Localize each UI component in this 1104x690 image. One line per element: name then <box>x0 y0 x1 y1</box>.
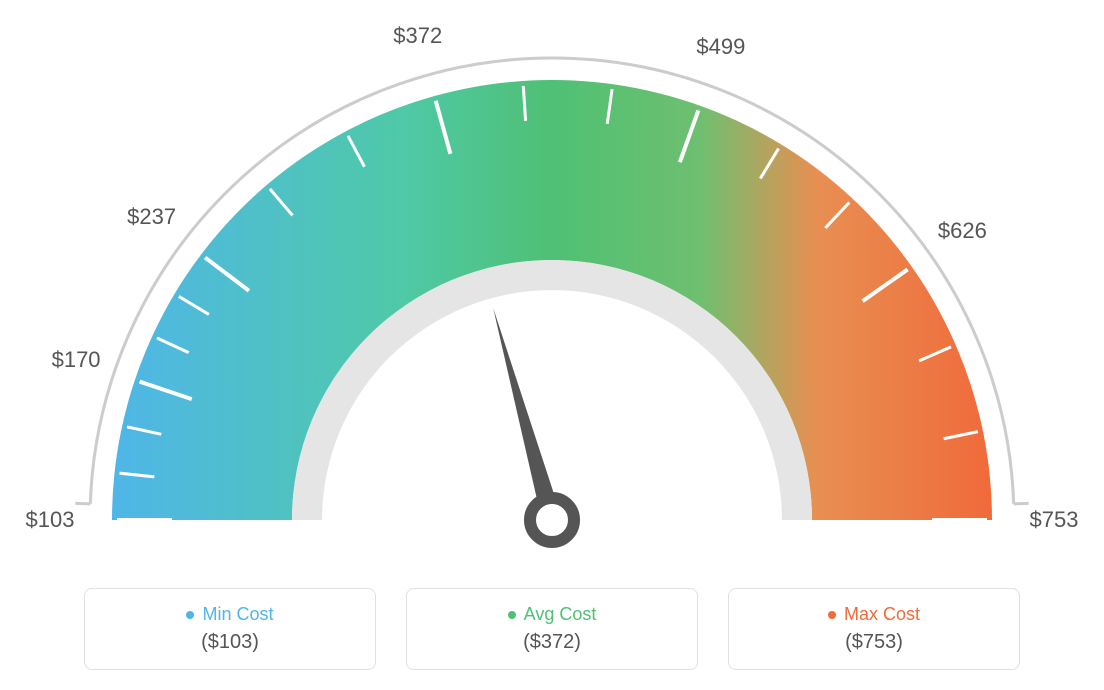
legend-card-avg: Avg Cost ($372) <box>406 588 698 670</box>
legend-row: Min Cost ($103) Avg Cost ($372) Max Cost… <box>0 588 1104 670</box>
gauge-tick-label: $103 <box>26 507 75 533</box>
legend-avg-top: Avg Cost <box>508 604 597 625</box>
gauge-area: $103 $170 $237 $372 $499 $626 $753 <box>0 0 1104 560</box>
legend-min-dot <box>186 611 194 619</box>
gauge-tick-label: $626 <box>938 218 987 244</box>
gauge-svg <box>0 0 1104 560</box>
legend-max-value: ($753) <box>845 631 903 654</box>
legend-avg-dot <box>508 611 516 619</box>
gauge-tick-label: $372 <box>393 23 442 49</box>
cost-gauge-chart: $103 $170 $237 $372 $499 $626 $753 Min Cost ($… <box>0 0 1104 690</box>
legend-max-dot <box>828 611 836 619</box>
legend-avg-label: Avg Cost <box>524 604 597 625</box>
gauge-tick-label: $237 <box>127 204 176 230</box>
legend-max-top: Max Cost <box>828 604 920 625</box>
gauge-tick-label: $170 <box>52 347 101 373</box>
gauge-tick-label: $753 <box>1030 507 1079 533</box>
legend-card-max: Max Cost ($753) <box>728 588 1020 670</box>
legend-min-top: Min Cost <box>186 604 273 625</box>
legend-min-label: Min Cost <box>202 604 273 625</box>
legend-max-label: Max Cost <box>844 604 920 625</box>
legend-avg-value: ($372) <box>523 631 581 654</box>
legend-card-min: Min Cost ($103) <box>84 588 376 670</box>
gauge-tick-label: $499 <box>696 34 745 60</box>
legend-min-value: ($103) <box>201 631 259 654</box>
